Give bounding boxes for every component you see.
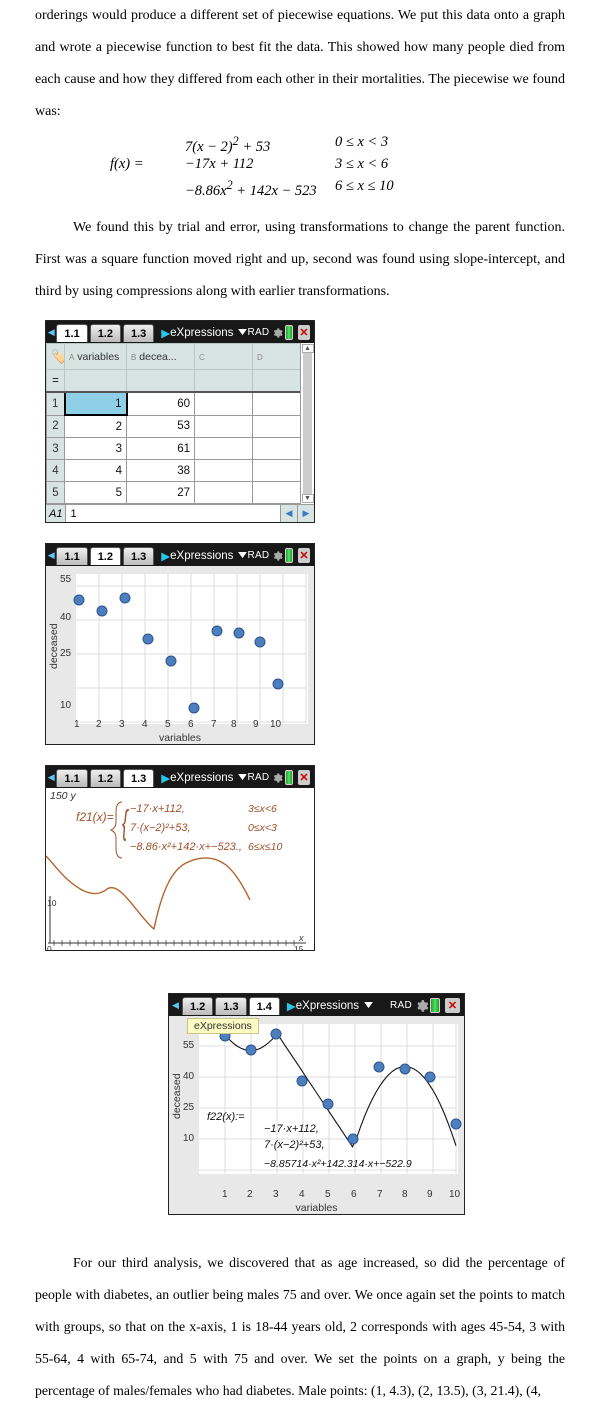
svg-text:7·(x−2)²+53,: 7·(x−2)²+53, — [264, 1139, 325, 1151]
svg-text:0: 0 — [47, 944, 52, 950]
svg-text:f21(x)=: f21(x)= — [76, 810, 114, 824]
svg-text:7·(x−2)²+53,: 7·(x−2)²+53, — [130, 822, 191, 834]
svg-text:{: { — [122, 804, 129, 842]
svg-text:−8.85714·x²+142.314·x+−522.9: −8.85714·x²+142.314·x+−522.9 — [264, 1158, 412, 1170]
svg-text:10: 10 — [47, 898, 57, 908]
svg-text:−8.86·x²+142·x+−523.,: −8.86·x²+142·x+−523., — [130, 841, 242, 853]
svg-text:0≤x<3: 0≤x<3 — [248, 822, 277, 834]
svg-text:−17·x+112,: −17·x+112, — [130, 803, 185, 815]
svg-text:15: 15 — [294, 944, 304, 950]
svg-text:3≤x<6: 3≤x<6 — [248, 803, 277, 815]
svg-text:6≤x≤10: 6≤x≤10 — [248, 841, 282, 853]
svg-text:x: x — [298, 933, 304, 943]
svg-text:−17·x+112,: −17·x+112, — [264, 1123, 319, 1135]
